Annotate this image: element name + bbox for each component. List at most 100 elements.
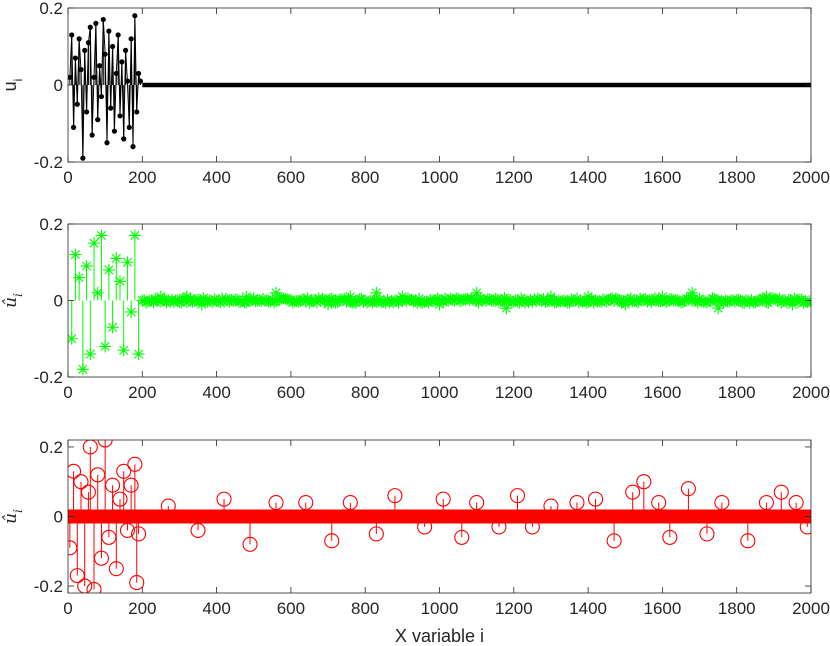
data-point — [73, 271, 86, 284]
data-point — [117, 344, 130, 357]
data-point — [342, 495, 358, 511]
data-point — [105, 477, 121, 493]
data-point — [127, 456, 143, 472]
x-tick-label: 1000 — [421, 599, 459, 618]
data-point — [113, 70, 119, 77]
data-point — [544, 290, 557, 303]
baseline-marker — [751, 295, 764, 308]
baseline-marker — [188, 294, 201, 307]
baseline-marker — [301, 292, 314, 305]
baseline-marker — [706, 292, 719, 305]
data-point — [77, 578, 93, 593]
data-point — [651, 495, 667, 511]
baseline-marker — [570, 292, 583, 305]
baseline-marker — [268, 296, 281, 309]
x-tick-label: 1200 — [495, 383, 533, 402]
data-point — [619, 298, 632, 311]
baseline-marker — [624, 292, 637, 305]
y-axis-label-main: u — [0, 81, 20, 91]
data-point — [93, 20, 99, 26]
data-point — [773, 484, 789, 500]
y-tick-label: 0.2 — [39, 215, 63, 234]
data-point — [111, 128, 118, 134]
baseline-marker — [455, 294, 468, 307]
baseline-marker — [214, 296, 227, 309]
baseline-marker — [704, 295, 717, 308]
data-point — [116, 463, 132, 479]
baseline-marker — [537, 292, 550, 305]
data-point — [89, 132, 95, 138]
data-point — [662, 529, 678, 545]
data-point — [370, 286, 383, 299]
data-point — [134, 109, 140, 115]
x-tick-label: 1600 — [643, 168, 681, 187]
baseline-marker — [427, 295, 440, 308]
baseline-marker — [186, 295, 199, 308]
y-tick-label: -0.2 — [34, 577, 63, 596]
data-point — [68, 463, 82, 479]
baseline-marker — [708, 293, 721, 306]
data-point — [569, 495, 585, 511]
data-point — [112, 491, 128, 507]
x-tick-label: 400 — [202, 383, 230, 402]
y-tick-label: 0 — [54, 292, 63, 311]
baseline-marker — [292, 295, 305, 308]
data-point — [97, 440, 113, 448]
data-point — [758, 495, 774, 511]
baseline-marker — [437, 296, 450, 309]
data-point — [268, 495, 284, 511]
baseline-marker — [691, 296, 704, 309]
data-point — [344, 290, 357, 303]
x-tick-label: 1800 — [718, 383, 756, 402]
y-axis-label: ûi — [1, 509, 25, 524]
data-point — [91, 286, 104, 299]
x-tick-label: 200 — [128, 383, 156, 402]
baseline-marker — [472, 296, 485, 309]
data-point — [132, 348, 145, 361]
y-tick-label: 0 — [54, 508, 63, 527]
data-point — [543, 498, 559, 514]
y-axis-label: ui — [0, 79, 25, 92]
data-point — [117, 113, 123, 119]
baseline-marker — [732, 293, 745, 306]
baseline-marker — [234, 295, 247, 308]
baseline-marker — [466, 293, 479, 306]
markers — [68, 13, 144, 161]
data-point — [396, 290, 409, 303]
data-point — [454, 529, 470, 545]
data-point — [123, 477, 139, 493]
data-point — [242, 536, 258, 552]
data-point — [68, 74, 73, 80]
baseline-marker — [206, 296, 219, 309]
x-tick-label: 200 — [128, 168, 156, 187]
data-point — [73, 474, 89, 490]
data-point — [740, 533, 756, 549]
data-point — [132, 13, 138, 19]
plot-area — [68, 229, 811, 376]
data-point — [788, 495, 804, 511]
baseline-marker — [310, 296, 323, 309]
baseline-marker — [773, 292, 786, 305]
baseline-marker — [184, 292, 197, 305]
baseline-marker — [491, 293, 504, 306]
data-point — [82, 47, 88, 53]
data-point — [78, 67, 84, 73]
data-point — [368, 526, 384, 542]
data-point — [298, 495, 314, 511]
x-ticks: 0 200 400 600 800 1000 1200 1400 1600 1800 2000 — [63, 224, 830, 402]
data-point — [387, 488, 403, 504]
data-point — [154, 290, 167, 303]
data-point — [115, 32, 121, 38]
plot-area — [68, 13, 811, 161]
plot-area — [68, 440, 811, 593]
data-point — [69, 248, 82, 261]
data-point — [106, 28, 112, 34]
data-point — [680, 481, 696, 497]
data-point — [69, 568, 85, 584]
data-point — [435, 491, 451, 507]
data-point — [72, 55, 79, 61]
data-point — [524, 519, 540, 535]
y-axis-label-sub: i — [11, 509, 25, 513]
x-tick-label: 400 — [202, 168, 230, 187]
